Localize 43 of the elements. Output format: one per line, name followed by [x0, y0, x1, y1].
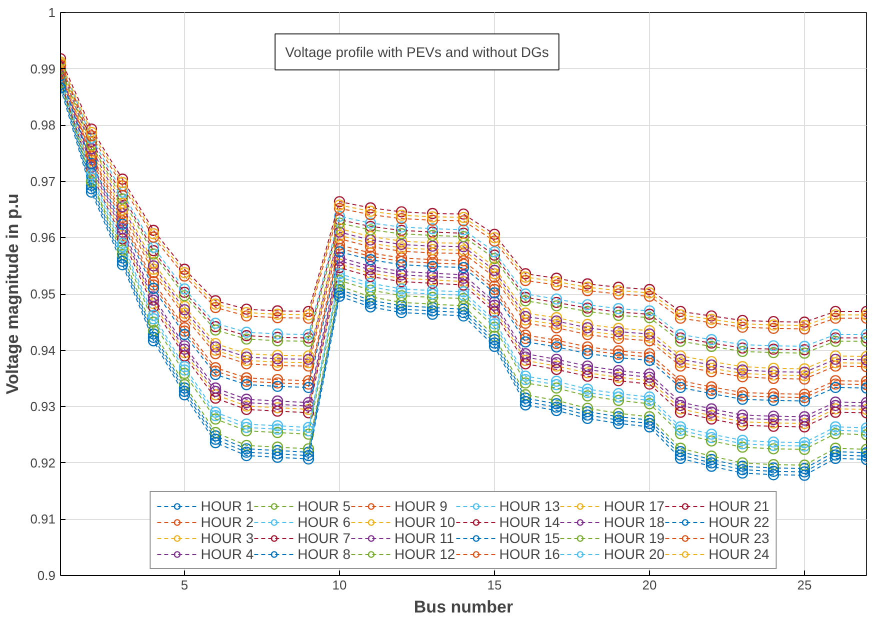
y-tick-label: 0.95 [30, 286, 56, 302]
legend-label: HOUR 11 [394, 530, 454, 546]
x-tick-label: 5 [180, 578, 188, 592]
x-axis-title: Bus number [414, 598, 514, 616]
legend-label: HOUR 1 [200, 498, 254, 514]
legend-label: HOUR 4 [200, 546, 254, 562]
legend-label: HOUR 16 [499, 546, 560, 562]
y-tick-label: 0.91 [30, 512, 56, 527]
legend-label: HOUR 15 [499, 530, 560, 546]
legend-label: HOUR 9 [394, 498, 448, 514]
legend-label: HOUR 18 [604, 514, 665, 530]
y-tick-label: 0.92 [30, 455, 56, 470]
legend-label: HOUR 14 [499, 514, 560, 530]
legend-label: HOUR 3 [200, 530, 254, 546]
legend-label: HOUR 20 [604, 546, 665, 562]
legend-label: HOUR 13 [499, 498, 560, 514]
legend-label: HOUR 2 [200, 514, 254, 530]
y-tick-label: 0.97 [30, 174, 56, 189]
x-tick-label: 20 [642, 578, 657, 592]
y-tick-label: 0.98 [30, 118, 56, 133]
y-tick-label: 0.96 [30, 230, 56, 246]
y-tick-label: 0.99 [30, 61, 56, 76]
y-tick-label: 1 [48, 5, 56, 20]
legend-label: HOUR 12 [394, 546, 456, 562]
legend-label: HOUR 5 [298, 498, 351, 514]
x-tick-label: 15 [487, 578, 502, 592]
x-tick-label: 10 [332, 578, 347, 592]
y-tick-label: 0.94 [30, 342, 56, 358]
legend-label: HOUR 10 [394, 514, 456, 530]
annotation: Voltage profile with PEVs and without DGs [285, 44, 549, 60]
legend-label: HOUR 8 [298, 546, 351, 562]
legend-label: HOUR 7 [298, 530, 351, 546]
legend-label: HOUR 19 [604, 530, 665, 546]
legend-label: HOUR 24 [708, 546, 770, 562]
legend-label: HOUR 21 [708, 498, 770, 514]
y-tick-label: 0.93 [30, 399, 56, 414]
y-tick-label: 0.9 [37, 568, 56, 583]
legend-label: HOUR 17 [604, 498, 665, 514]
legend-label: HOUR 22 [708, 514, 770, 530]
legend-label: HOUR 23 [708, 530, 770, 546]
legend-label: HOUR 6 [298, 514, 351, 530]
y-axis-title: Voltage magnitude in p.u [3, 194, 22, 394]
x-tick-label: 25 [797, 578, 812, 592]
